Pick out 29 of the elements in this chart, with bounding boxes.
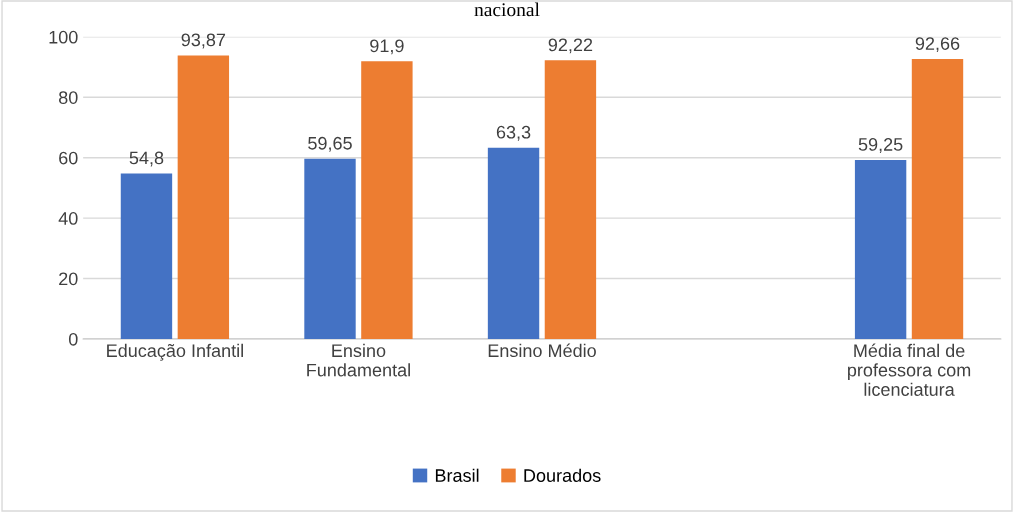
bar <box>361 61 413 339</box>
chart-title: nacional <box>474 2 540 17</box>
x-tick-label: Ensino Fundamental <box>307 343 410 377</box>
x-tick-label: Ensino Médio <box>488 343 596 358</box>
bar <box>487 147 540 339</box>
data-label: 91,9 <box>370 39 404 55</box>
data-label: 59,65 <box>308 136 352 152</box>
data-label: 93,87 <box>181 33 226 49</box>
bar <box>304 158 356 339</box>
data-label: 59,25 <box>858 138 903 153</box>
data-label: 54,8 <box>129 151 164 167</box>
bar <box>177 55 230 339</box>
y-tick-label: 0 <box>68 332 78 346</box>
data-label: 92,66 <box>915 37 960 53</box>
y-tick-label: 80 <box>58 91 78 104</box>
bar <box>544 60 597 339</box>
x-tick-label: Média final de professora com licenciatura <box>848 343 971 396</box>
data-label: 92,22 <box>548 38 593 54</box>
y-tick-label: 100 <box>49 30 78 44</box>
legend-label: Brasil <box>435 468 479 482</box>
y-tick-label: 40 <box>58 212 78 225</box>
y-tick-label: 20 <box>59 272 78 286</box>
bar <box>911 59 964 339</box>
bar <box>854 159 907 339</box>
x-tick-label: Educação Infantil <box>107 343 243 361</box>
bar <box>120 173 173 339</box>
data-label: 63,3 <box>496 125 531 141</box>
legend-label: Dourados <box>524 468 601 482</box>
y-tick-label: 60 <box>59 151 78 165</box>
